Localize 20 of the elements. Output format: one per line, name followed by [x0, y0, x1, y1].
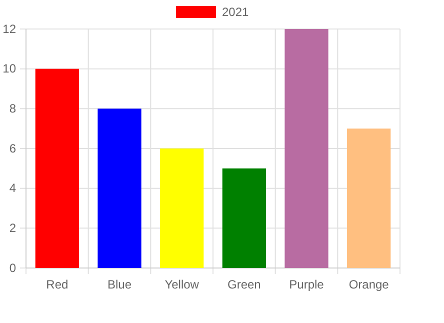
legend-label: 2021 [222, 5, 250, 19]
y-tick-label: 8 [9, 102, 16, 116]
y-tick-label: 2 [9, 221, 16, 236]
bar [347, 128, 391, 268]
bar [222, 168, 266, 268]
x-tick-label: Green [227, 278, 261, 292]
x-tick-label: Orange [348, 278, 390, 292]
y-tick-label: 6 [9, 141, 16, 156]
y-tick-label: 4 [9, 181, 16, 196]
bar [35, 68, 79, 268]
y-tick-label: 12 [2, 22, 16, 36]
y-tick-label: 10 [2, 62, 16, 76]
x-tick-label: Red [46, 278, 68, 292]
bar [98, 108, 142, 268]
bar [160, 148, 204, 268]
x-tick-label: Yellow [164, 278, 200, 292]
x-tick-label: Blue [107, 278, 132, 292]
bar [284, 29, 328, 268]
x-tick-label: Purple [289, 278, 324, 292]
y-tick-label: 0 [9, 260, 16, 275]
